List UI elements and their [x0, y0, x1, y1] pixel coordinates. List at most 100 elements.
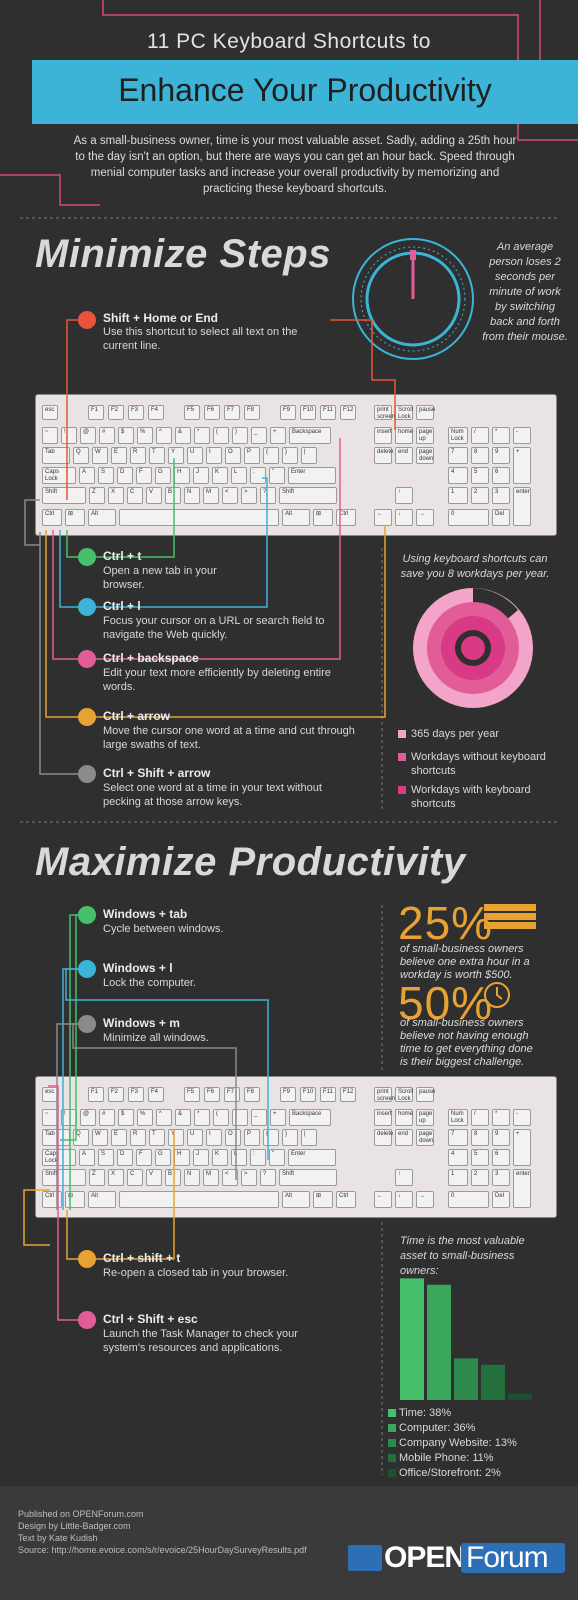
keyboard-key: {: [263, 1129, 279, 1146]
keyboard-key: *: [194, 427, 210, 444]
stat-value: 50%: [398, 977, 494, 1029]
keyboard-key: |: [301, 447, 317, 464]
keyboard-key: ~: [42, 427, 58, 444]
keyboard-key: F5: [184, 405, 200, 420]
keyboard-key: enter: [513, 487, 531, 526]
source-link[interactable]: Source: http://home.evoice.com/s/r/evoic…: [18, 1545, 307, 1555]
keyboard-key: esc: [42, 405, 58, 420]
keyboard-key: /: [471, 1109, 489, 1126]
keyboard-key: (: [213, 427, 229, 444]
keyboard-key: +: [513, 1129, 531, 1166]
keyboard-key: 8: [471, 447, 489, 464]
keyboard-key: <: [222, 1169, 238, 1186]
keyboard-key: #: [99, 1109, 115, 1126]
keyboard-key: Shift: [279, 487, 337, 504]
shortcut-desc: Cycle between windows.: [103, 923, 224, 935]
footer-line: Text by Kate Kudish: [18, 1533, 98, 1543]
keyboard-key: {: [263, 447, 279, 464]
keyboard-key: F12: [340, 405, 356, 420]
keyboard-key: Ctrl: [336, 509, 356, 526]
keyboard-key: U: [187, 447, 203, 464]
asset-bar-chart: [400, 1278, 532, 1400]
keyboard-key: +: [270, 1109, 286, 1126]
keyboard-key: I: [206, 1129, 222, 1146]
keyboard-key: F11: [320, 1087, 336, 1102]
shortcut-desc: Edit your text more efficiently by delet…: [103, 667, 331, 693]
keyboard-key: >: [241, 1169, 257, 1186]
keyboard-key: G: [155, 1149, 171, 1166]
keyboard-diagram: esc F1 F2 F3 F4 F5 F6 F7 F8 F9 F10 F11 F12 ~! @ # $% ^ & *(…: [35, 1076, 557, 1218]
keyboard-key: print screen: [374, 1087, 395, 1102]
keyboard-key: delete: [374, 447, 393, 464]
shortcut-desc: Focus your cursor on a URL or search fie…: [103, 615, 325, 641]
legend-swatch: [388, 1454, 396, 1462]
green-dot: [78, 548, 96, 566]
keyboard-key: B: [165, 1169, 181, 1186]
shortcut-title: Ctrl + Shift + arrow: [103, 766, 211, 780]
keyboard-key: $: [118, 427, 134, 444]
keyboard-key: Ctrl: [336, 1191, 356, 1208]
keyboard-key: H: [174, 467, 190, 484]
keyboard-key: P: [244, 447, 260, 464]
shortcut-title: Shift + Home or End: [103, 311, 219, 325]
keyboard-key: $: [118, 1109, 134, 1126]
keyboard-key: T: [149, 447, 165, 464]
keyboard-key: 5: [471, 1149, 489, 1166]
keyboard-key: H: [174, 1149, 190, 1166]
keyboard-key: 3: [492, 487, 510, 504]
footer-line: Published on OPENForum.com: [18, 1509, 144, 1519]
shortcut-desc: Open a new tab in your browser.: [103, 565, 217, 591]
keyboard-key: F10: [300, 1087, 316, 1102]
keyboard-key: ): [232, 1109, 248, 1126]
keyboard-key: F1: [88, 405, 104, 420]
keyboard-key: home: [395, 427, 413, 444]
keyboard-key: end: [395, 1129, 413, 1146]
keyboard-key: &: [175, 1109, 191, 1126]
keyboard-key: _: [251, 1109, 267, 1126]
keyboard-key: B: [165, 487, 181, 504]
keyboard-key: 0: [448, 1191, 489, 1208]
keyboard-key: ↓: [395, 509, 413, 526]
keyboard-key: 2: [471, 1169, 489, 1186]
green-dot: [78, 906, 96, 924]
keyboard-key: print screen: [374, 405, 395, 420]
bar-company-website: [454, 1358, 478, 1400]
keyboard-key: page up: [416, 1109, 434, 1126]
keyboard-key: pause: [416, 405, 435, 420]
keyboard-key: insert: [374, 427, 392, 444]
shortcut-title: Ctrl + t: [103, 549, 142, 563]
keyboard-key: F2: [108, 405, 124, 420]
keyboard-key: 9: [492, 447, 510, 464]
bar-office-storefront: [508, 1393, 532, 1400]
keyboard-key: (: [213, 1109, 229, 1126]
keyboard-key: @: [80, 1109, 96, 1126]
stat-text: of small-business owners believe not hav…: [400, 1017, 533, 1068]
keyboard-key: F6: [204, 1087, 220, 1102]
keyboard-key: D: [117, 1149, 133, 1166]
keyboard-key: Z: [89, 1169, 105, 1186]
keyboard-key: end: [395, 447, 413, 464]
keyboard-key: Backspace: [289, 427, 331, 444]
keyboard-key: F8: [244, 405, 260, 420]
keyboard-key: T: [149, 1129, 165, 1146]
keyboard-key: Shift: [279, 1169, 337, 1186]
shortcut-title: Ctrl + backspace: [103, 651, 199, 665]
shortcut-title: Windows + tab: [103, 907, 188, 921]
keyboard-key: L: [231, 1149, 247, 1166]
keyboard-key: ⊞: [313, 509, 333, 526]
amex-logo-icon: [348, 1545, 382, 1571]
keyboard-key: F11: [320, 405, 336, 420]
shortcut-desc: Use this shortcut to select all text on …: [103, 326, 298, 352]
section-title-minimize: Minimize Steps: [35, 232, 331, 276]
title-banner: [32, 60, 578, 124]
logo-forum: Forum: [466, 1541, 549, 1574]
keyboard-key: S: [98, 1149, 114, 1166]
keyboard-key: 4: [448, 467, 468, 484]
keyboard-key: E: [111, 1129, 127, 1146]
keyboard-key: U: [187, 1129, 203, 1146]
keyboard-key: page up: [416, 427, 434, 444]
keyboard-key: C: [127, 487, 143, 504]
clock-small-icon: [484, 982, 510, 1008]
keyboard-key: &: [175, 427, 191, 444]
keyboard-key: Q: [73, 447, 89, 464]
